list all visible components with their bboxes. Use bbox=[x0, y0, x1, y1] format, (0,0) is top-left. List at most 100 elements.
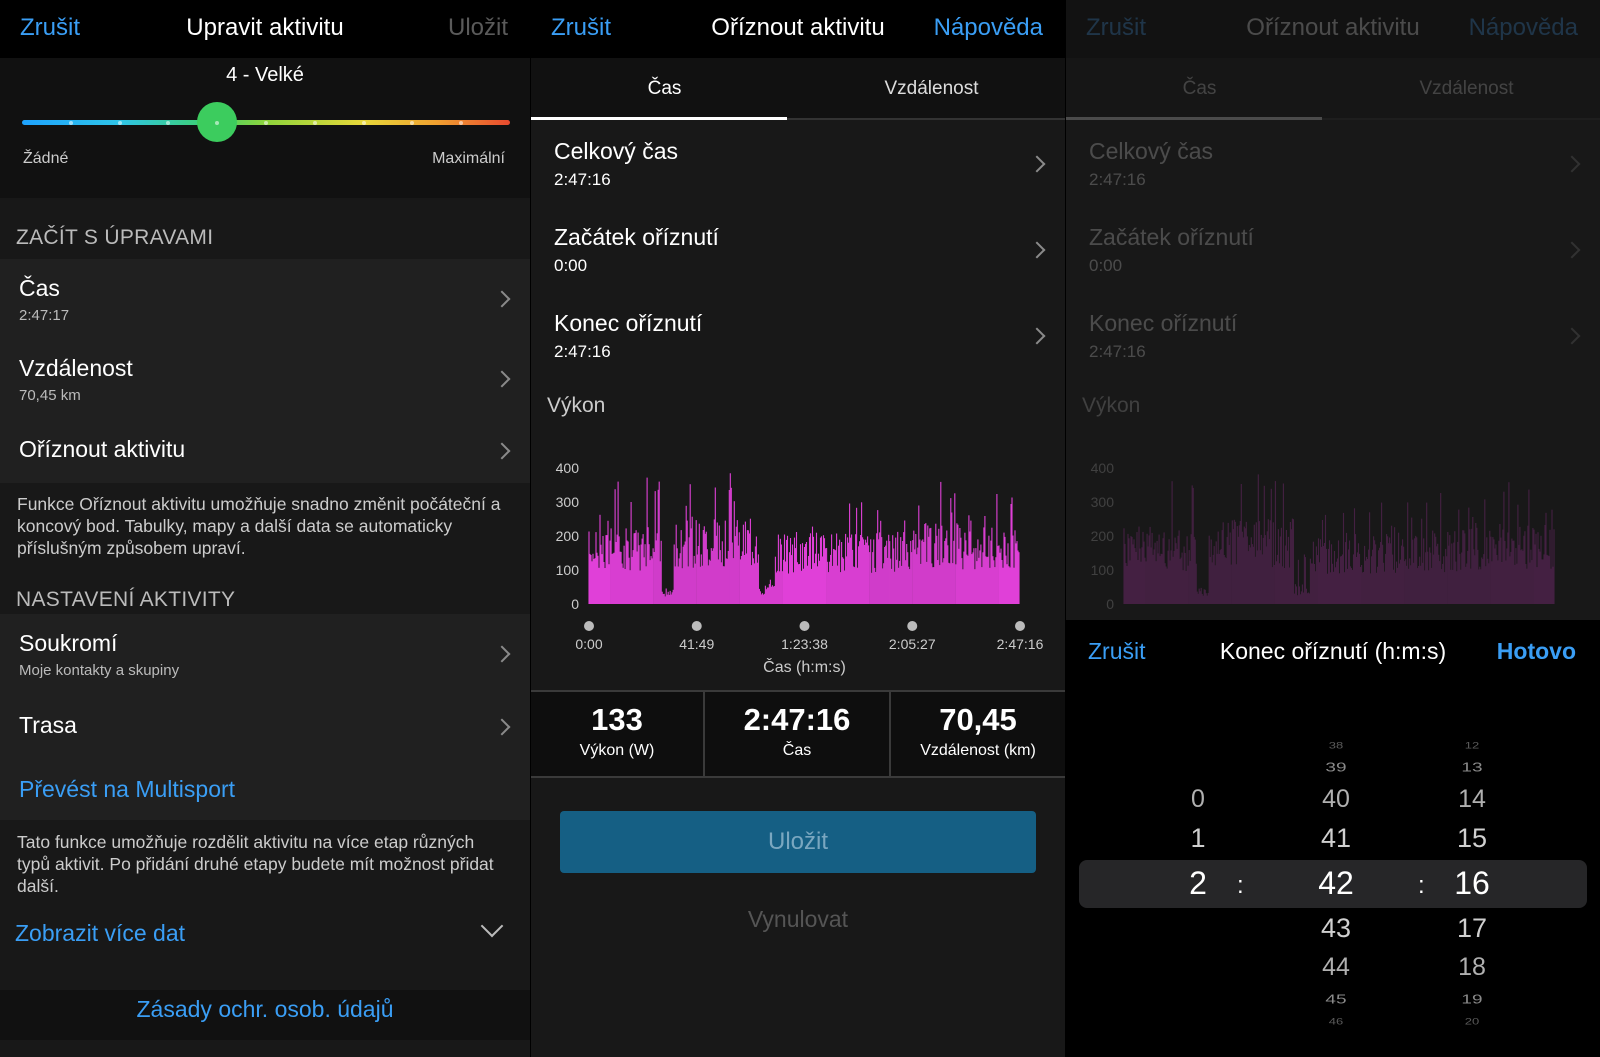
chevron-right-icon bbox=[1028, 327, 1046, 345]
stat-distance: 70,45 Vzdálenost (km) bbox=[891, 692, 1065, 778]
x-tick-dot bbox=[691, 621, 702, 631]
x-tick-dot bbox=[907, 621, 918, 631]
privacy-policy-link[interactable]: Zásady ochr. osob. údajů bbox=[136, 996, 394, 1022]
power-chart[interactable]: 0 100 200 300 400 0:00 41:49 1:23:38 2:05:27 2:47… bbox=[531, 440, 1065, 685]
row-time-label: Čas bbox=[19, 275, 60, 301]
save-button[interactable]: Uložit bbox=[447, 14, 508, 41]
tab-distance[interactable]: Vzdálenost bbox=[884, 78, 979, 99]
top-bar: Zrušit Oříznout aktivitu Nápověda bbox=[1066, 0, 1600, 58]
settings-group: Soukromí Moje kontakty a skupiny Trasa P… bbox=[0, 614, 530, 820]
save-trim-button[interactable]: Uložit bbox=[560, 811, 1036, 873]
cancel-button[interactable]: Zrušit bbox=[551, 14, 611, 41]
picker-value-second[interactable]: 13 bbox=[1461, 759, 1483, 775]
y-tick-label: 400 bbox=[556, 460, 580, 476]
picker-value-hour[interactable]: 1 bbox=[1190, 822, 1206, 853]
row-total-time-label: Celkový čas bbox=[554, 138, 678, 164]
row-total-time-dimmed: Celkový čas 2:47:16 bbox=[1066, 124, 1600, 208]
picker-value-minute[interactable]: 40 bbox=[1322, 785, 1350, 813]
picker-value-second[interactable]: 18 bbox=[1458, 953, 1486, 981]
row-label: Konec oříznutí bbox=[1089, 310, 1238, 336]
y-tick-label: 100 bbox=[556, 562, 580, 578]
x-tick-label: 2:47:16 bbox=[997, 636, 1044, 652]
chevron-right-icon bbox=[493, 718, 511, 736]
edit-activity-screen: Zrušit Upravit aktivitu Uložit 4 - Velké… bbox=[0, 0, 530, 1057]
row-route[interactable]: Trasa bbox=[0, 694, 530, 758]
picker-value-hour[interactable]: 2 bbox=[1189, 864, 1207, 901]
x-tick-dot bbox=[1015, 621, 1025, 631]
picker-value-minute[interactable]: 41 bbox=[1320, 822, 1352, 853]
cancel-button[interactable]: Zrušit bbox=[20, 14, 80, 41]
picker-done-button[interactable]: Hotovo bbox=[1496, 638, 1576, 664]
chevron-right-icon bbox=[1028, 241, 1046, 259]
tab-time[interactable]: Čas bbox=[647, 78, 682, 99]
chevron-right-icon bbox=[1028, 155, 1046, 173]
y-tick-label: 100 bbox=[1091, 562, 1115, 578]
tab-distance-dimmed: Vzdálenost bbox=[1419, 78, 1514, 99]
row-time[interactable]: Čas 2:47:17 bbox=[0, 259, 530, 339]
picker-value-second[interactable]: 15 bbox=[1456, 822, 1488, 853]
rating-slider-tick bbox=[117, 120, 122, 125]
row-multisport[interactable]: Převést na Multisport bbox=[0, 758, 530, 820]
trim-tabs: Čas Vzdálenost bbox=[531, 58, 1065, 120]
row-value: 0:00 bbox=[1089, 256, 1123, 275]
picker-value-second[interactable]: 19 bbox=[1461, 991, 1483, 1007]
x-tick-dot bbox=[584, 621, 594, 631]
picker-value-minute[interactable]: 46 bbox=[1328, 1016, 1344, 1027]
convert-multisport-link[interactable]: Převést na Multisport bbox=[19, 776, 236, 802]
x-tick-dot bbox=[799, 621, 810, 631]
row-privacy[interactable]: Soukromí Moje kontakty a skupiny bbox=[0, 614, 530, 694]
picker-value-second[interactable]: 17 bbox=[1456, 912, 1488, 943]
picker-value-minute[interactable]: 45 bbox=[1325, 991, 1347, 1007]
rating-slider-tick bbox=[215, 120, 220, 125]
picker-value-minute[interactable]: 42 bbox=[1318, 864, 1354, 901]
top-bar: Zrušit Upravit aktivitu Uložit bbox=[0, 0, 530, 58]
row-time-value: 2:47:17 bbox=[19, 307, 70, 324]
stat-power-label: Výkon (W) bbox=[579, 742, 655, 759]
chart-title-dimmed: Výkon bbox=[1082, 394, 1141, 417]
y-tick-label: 200 bbox=[1091, 528, 1115, 544]
row-trim-activity[interactable]: Oříznout aktivitu bbox=[0, 419, 530, 483]
picker-value-second[interactable]: 14 bbox=[1458, 785, 1486, 813]
power-bars bbox=[1123, 474, 1555, 604]
row-distance[interactable]: Vzdálenost 70,45 km bbox=[0, 339, 530, 419]
footer: Zásady ochr. osob. údajů bbox=[0, 990, 530, 1040]
picker-value-minute[interactable]: 43 bbox=[1320, 912, 1352, 943]
row-trim-end-value: 2:47:16 bbox=[554, 342, 611, 361]
reset-button[interactable]: Vynulovat bbox=[747, 906, 849, 932]
picker-value-second[interactable]: 16 bbox=[1454, 864, 1490, 901]
chevron-right-icon bbox=[1563, 241, 1581, 259]
picker-value-minute[interactable]: 39 bbox=[1325, 759, 1347, 775]
row-trim-end[interactable]: Konec oříznutí 2:47:16 bbox=[531, 296, 1065, 380]
chevron-right-icon bbox=[1563, 155, 1581, 173]
picker-value-second[interactable]: 20 bbox=[1464, 1016, 1480, 1027]
picker-value-minute[interactable]: 38 bbox=[1328, 740, 1344, 751]
row-show-more[interactable]: Zobrazit více dat bbox=[0, 912, 530, 964]
picker-value-hour[interactable]: 0 bbox=[1191, 785, 1205, 813]
picker-value-minute[interactable]: 44 bbox=[1322, 953, 1350, 981]
row-trim-end-dimmed: Konec oříznutí 2:47:16 bbox=[1066, 296, 1600, 380]
row-label: Celkový čas bbox=[1089, 138, 1213, 164]
divider bbox=[703, 692, 705, 778]
row-label: Začátek oříznutí bbox=[1089, 224, 1254, 250]
rating-slider-tick bbox=[361, 120, 366, 125]
row-total-time[interactable]: Celkový čas 2:47:16 bbox=[531, 124, 1065, 208]
row-trim-start-value: 0:00 bbox=[554, 256, 588, 275]
row-privacy-label: Soukromí bbox=[19, 630, 118, 656]
active-tab-indicator bbox=[1066, 117, 1322, 120]
x-tick-label: 1:23:38 bbox=[781, 636, 828, 652]
multisport-note: Tato funkce umožňuje rozdělit aktivitu n… bbox=[17, 832, 494, 896]
chart-title: Výkon bbox=[547, 394, 606, 417]
picker-value-second[interactable]: 12 bbox=[1464, 740, 1480, 751]
separator: : bbox=[1418, 872, 1425, 899]
power-bars bbox=[588, 473, 1020, 604]
row-trim-start[interactable]: Začátek oříznutí 0:00 bbox=[531, 210, 1065, 294]
rating-slider-tick bbox=[264, 120, 268, 125]
top-bar: Zrušit Oříznout aktivitu Nápověda bbox=[531, 0, 1065, 58]
show-more-link[interactable]: Zobrazit více dat bbox=[15, 920, 186, 946]
row-trim-label: Oříznout aktivitu bbox=[19, 436, 186, 462]
row-trim-start-label: Začátek oříznutí bbox=[554, 224, 719, 250]
chevron-right-icon bbox=[493, 442, 511, 460]
picker-cancel-button[interactable]: Zrušit bbox=[1088, 638, 1146, 664]
help-button[interactable]: Nápověda bbox=[933, 14, 1043, 41]
